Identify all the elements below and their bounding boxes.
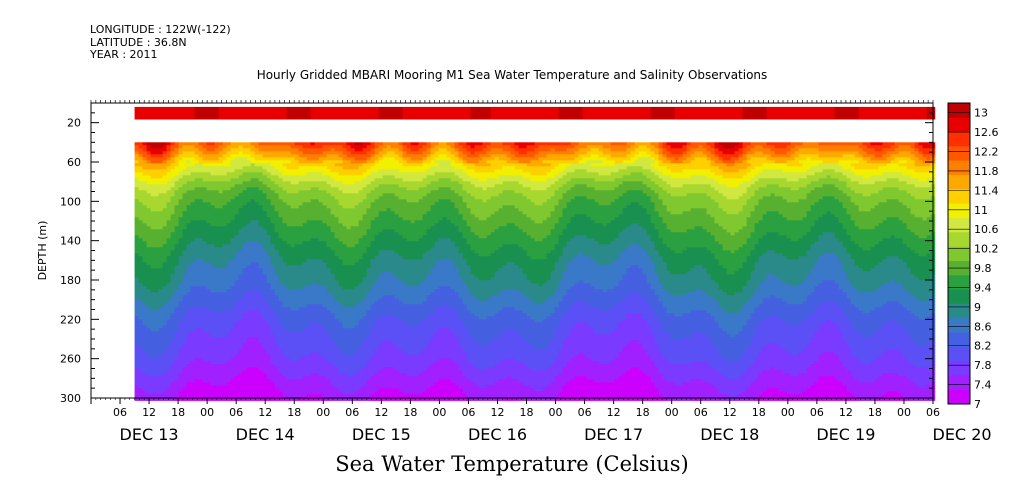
x-hour-label: 06	[113, 406, 127, 419]
x-hour-label: 18	[752, 406, 766, 419]
x-hour-label: 06	[345, 406, 359, 419]
colorbar-label: 12.6	[974, 126, 999, 139]
colorbar-label: 13	[974, 107, 988, 120]
colorbar-segment	[948, 174, 970, 190]
x-hour-label: 00	[432, 406, 446, 419]
colorbar-label: 11.4	[974, 184, 999, 197]
colorbar-segment	[948, 346, 970, 362]
x-hour-label: 12	[258, 406, 272, 419]
x-hour-label: 18	[520, 406, 534, 419]
x-hour-label: 18	[403, 406, 417, 419]
colorbar-label: 10.6	[974, 223, 999, 236]
colorbar-label: 7.8	[974, 359, 992, 372]
latitude-label: LATITUDE : 36.8N	[90, 35, 187, 49]
colorbar-segment	[948, 275, 970, 290]
x-hour-label: 18	[636, 406, 650, 419]
colorbar-segment	[948, 217, 970, 233]
y-tick-label: 260	[60, 353, 81, 366]
x-day-label: DEC 14	[236, 425, 295, 444]
x-hour-label: 06	[229, 406, 243, 419]
x-day-label: DEC 17	[584, 425, 643, 444]
colorbar-segment	[948, 246, 970, 261]
x-hour-label: 18	[171, 406, 185, 419]
colorbar-segment	[948, 189, 970, 204]
x-hour-label: 18	[868, 406, 882, 419]
x-hour-label: 12	[723, 406, 737, 419]
x-hour-label: 12	[490, 406, 504, 419]
colorbar-label: 8.2	[974, 340, 992, 353]
colorbar-segment	[948, 289, 970, 304]
x-day-label: DEC 18	[700, 425, 759, 444]
colorbar-segment	[948, 318, 970, 333]
colorbar-label: 7	[974, 398, 981, 411]
x-hour-label: 00	[549, 406, 563, 419]
x-hour-label: 12	[142, 406, 156, 419]
colorbar: 7 7.4 7.8 8.2 8.6 9 9.4 9.8 10.2 10.6 11 11.4 11.8 12…	[947, 102, 999, 411]
x-hour-label: 00	[897, 406, 911, 419]
x-hour-label: 06	[694, 406, 708, 419]
x-hour-label: 12	[374, 406, 388, 419]
axes: 20 60 100 140 180 220 260 300 DEPTH (m) 06 12 18 00 0…	[36, 100, 992, 444]
colorbar-segment	[948, 375, 970, 390]
x-day-label: DEC 15	[352, 425, 411, 444]
x-hour-label: 00	[200, 406, 214, 419]
y-axis-label: DEPTH (m)	[36, 221, 49, 281]
colorbar-label: 9	[974, 301, 981, 314]
x-hour-label: 00	[665, 406, 679, 419]
chart-title: Hourly Gridded MBARI Mooring M1 Sea Wate…	[256, 68, 768, 82]
x-hour-label: 06	[926, 406, 940, 419]
colorbar-label: 10.2	[974, 243, 999, 256]
colorbar-segment	[948, 131, 970, 147]
colorbar-segment	[948, 232, 970, 247]
colorbar-label: 7.4	[974, 379, 992, 392]
colorbar-segment	[948, 103, 970, 118]
x-day-label: DEC 19	[816, 425, 875, 444]
y-tick-label: 100	[60, 195, 81, 208]
location-info: LONGITUDE : 122W(-122) LATITUDE : 36.8N …	[90, 23, 231, 62]
x-day-label: DEC 16	[468, 425, 527, 444]
y-tick-label: 60	[67, 156, 81, 169]
colorbar-segment	[948, 203, 970, 218]
colorbar-segment	[948, 303, 970, 319]
y-tick-label: 20	[67, 117, 81, 130]
colorbar-segment	[948, 389, 970, 405]
colorbar-label: 11.8	[974, 165, 999, 178]
plot-area	[134, 106, 936, 401]
y-tick-label: 140	[60, 235, 81, 248]
x-hour-label: 18	[287, 406, 301, 419]
x-hour-label: 06	[461, 406, 475, 419]
colorbar-segment	[948, 332, 970, 347]
colorbar-label: 11	[974, 204, 988, 217]
x-hour-label: 06	[578, 406, 592, 419]
x-day-label: DEC 20	[933, 425, 992, 444]
x-hour-label: 06	[810, 406, 824, 419]
colorbar-segment	[948, 361, 970, 376]
colorbar-label: 9.8	[974, 262, 992, 275]
y-tick-label: 220	[60, 313, 81, 326]
x-hour-label: 00	[316, 406, 330, 419]
colorbar-segment	[948, 160, 970, 175]
year-label: YEAR : 2011	[90, 48, 158, 61]
colorbar-label: 12.2	[974, 146, 999, 159]
variable-label: Sea Water Temperature (Celsius)	[335, 452, 689, 476]
colorbar-segment	[948, 117, 970, 132]
longitude-label: LONGITUDE : 122W(-122)	[90, 23, 231, 36]
y-tick-label: 180	[60, 274, 81, 287]
x-hour-label: 12	[607, 406, 621, 419]
y-tick-label: 300	[60, 392, 81, 405]
temperature-depth-chart: 7 7.4 7.8 8.2 8.6 9 9.4 9.8 10.2 10.6 11 11.4 11.8 12…	[36, 100, 999, 444]
colorbar-segment	[948, 146, 970, 161]
x-hour-label: 00	[781, 406, 795, 419]
x-day-label: DEC 13	[120, 425, 179, 444]
colorbar-label: 9.4	[974, 281, 992, 294]
x-hour-label: 12	[839, 406, 853, 419]
colorbar-label: 8.6	[974, 320, 992, 333]
